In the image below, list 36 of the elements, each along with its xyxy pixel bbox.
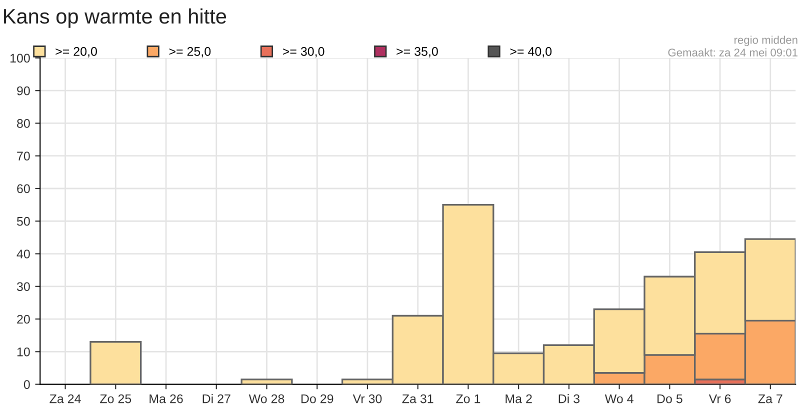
x-tick-label: Zo 25	[100, 394, 132, 404]
x-tick-label: Za 24	[50, 394, 81, 404]
y-tick-label: 90	[17, 86, 30, 96]
legend-label: >= 30,0	[282, 47, 324, 58]
x-tick-label: Ma 2	[506, 394, 532, 404]
x-tick-label: Zo 1	[456, 394, 480, 404]
y-tick-label: 20	[17, 314, 30, 324]
y-tick-label: 80	[17, 119, 30, 128]
legend-label: >= 40,0	[510, 47, 552, 58]
y-tick-label: 70	[17, 152, 30, 161]
bar	[240, 378, 293, 384]
text: regio midden	[734, 36, 798, 46]
x-tick-label: Za 7	[758, 394, 782, 404]
y-tick-label: 60	[17, 184, 30, 194]
x-tick-label: Wo 4	[604, 394, 634, 404]
x-tick-label: Do 5	[657, 394, 682, 404]
y-tick-label: 40	[16, 250, 30, 258]
x-tick-label: Di 27	[202, 394, 230, 404]
x-tick-label: Za 31	[402, 394, 434, 404]
x-tick-label: Wo 28	[248, 394, 284, 404]
y-tick-label: 10	[17, 347, 30, 356]
x-tick-label: Ma 26	[150, 394, 183, 404]
x-tick-label: Vr 6	[708, 394, 731, 404]
chart-title: Kans op warmte en hitte	[4, 8, 226, 28]
y-tick-label: 100	[10, 54, 30, 63]
legend-label: >= 25,0	[169, 47, 211, 58]
legend-label: >= 35,0	[396, 47, 438, 58]
y-tick-label: 0	[24, 380, 30, 389]
y-tick-label: 50	[16, 216, 30, 226]
x-tick-label: Vr 30	[352, 394, 382, 404]
bar	[90, 341, 142, 384]
text: Gemaakt: za 24 mei 09:01	[668, 48, 798, 56]
legend-label: >= 20,0	[56, 47, 97, 58]
x-tick-label: Do 29	[301, 394, 334, 404]
x-tick-label: Di 3	[558, 394, 580, 404]
y-tick-label: 30	[16, 282, 30, 292]
